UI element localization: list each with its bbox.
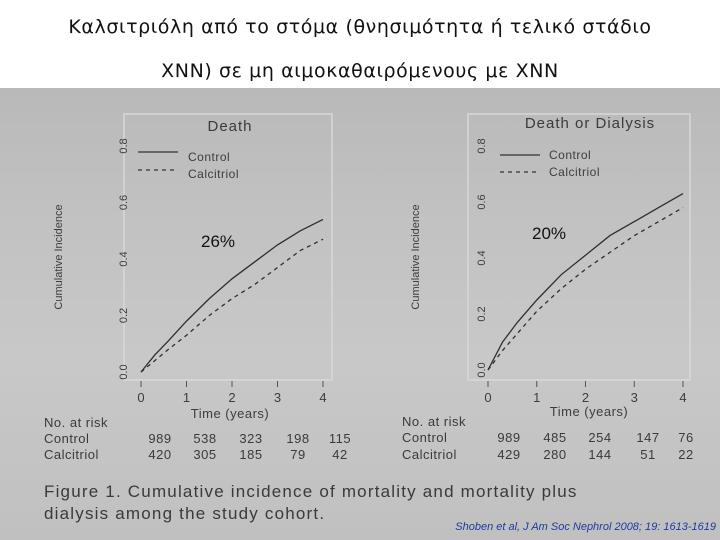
- at-risk-value: 323: [239, 431, 262, 446]
- at-risk-row-label: Calcitriol: [44, 447, 99, 462]
- x-axis-label: Time (years): [550, 404, 628, 419]
- y-tick-label: 0.4: [476, 250, 488, 265]
- plot-frame: [467, 113, 691, 381]
- at-risk-value: 79: [290, 447, 305, 462]
- panel-death-or-dialysis: Death or Dialysis Cumulative Incidence T…: [402, 115, 655, 462]
- at-risk-value: 42: [332, 447, 347, 462]
- x-tick-label: 0: [484, 390, 491, 405]
- x-tick-label: 1: [183, 390, 190, 405]
- x-tick-label: 2: [582, 390, 589, 405]
- at-risk-value: 420: [148, 447, 171, 462]
- at-risk-value: 280: [543, 447, 566, 462]
- at-risk-value: 185: [239, 447, 262, 462]
- series-line-control: [140, 218, 324, 373]
- at-risk-value: 22: [678, 447, 693, 462]
- figure-caption-line2: dialysis among the study cohort.: [44, 504, 325, 523]
- panel-death: Death Cumulative Incidence Time (years) …: [44, 118, 269, 462]
- slide-title-line2: ΧΝΝ) σε μη αιμοκαθαιρόμενους με ΧΝΝ: [161, 60, 559, 82]
- x-tick-label: 3: [274, 390, 281, 405]
- at-risk-value: 989: [148, 431, 171, 446]
- at-risk-value: 254: [588, 430, 611, 445]
- legend-label-calcitriol: Calcitriol: [188, 167, 239, 181]
- y-tick-label: 0.2: [476, 306, 488, 321]
- legend-label-calcitriol: Calcitriol: [549, 165, 600, 179]
- series-line-control: [487, 193, 684, 371]
- y-axis-label: Cumulative Incidence: [410, 204, 422, 309]
- y-tick-label: 0.8: [118, 138, 130, 153]
- y-axis-label: Cumulative Incidence: [53, 204, 65, 309]
- at-risk-value: 989: [497, 430, 520, 445]
- y-tick-label: 0.2: [118, 308, 130, 323]
- y-tick-label: 0.8: [476, 138, 488, 153]
- y-tick-label: 0.6: [476, 194, 488, 209]
- at-risk-value: 144: [588, 447, 611, 462]
- x-tick-label: 3: [631, 390, 638, 405]
- legend-label-control: Control: [188, 150, 230, 164]
- x-axis-label: Time (years): [191, 406, 269, 421]
- at-risk-row-label: Calcitriol: [402, 447, 457, 462]
- plot-frame: [123, 113, 333, 381]
- chart-plot-area: 0.0 0.2 0.4 0.6 0.8 0 1 2 3 4 989 538 323 198 115 420 30…: [118, 113, 351, 462]
- at-risk-value: 305: [193, 447, 216, 462]
- chart-title: Death: [207, 118, 252, 135]
- at-risk-row-label: Control: [402, 430, 447, 445]
- at-risk-value: 485: [543, 430, 566, 445]
- at-risk-header: No. at risk: [402, 414, 466, 429]
- citation: Shoben et al, J Am Soc Nephrol 2008; 19:…: [455, 521, 716, 533]
- legend-label-control: Control: [549, 148, 591, 162]
- slide-title-line1: Καλσιτριόλη από το στόμα (θνησιμότητα ή …: [68, 16, 652, 38]
- y-tick-label: 0.0: [476, 362, 488, 377]
- at-risk-value: 115: [329, 431, 351, 446]
- at-risk-value: 51: [640, 447, 655, 462]
- y-tick-label: 0.0: [118, 364, 130, 379]
- y-tick-label: 0.6: [118, 195, 130, 210]
- x-tick-label: 0: [137, 390, 144, 405]
- chart-plot-area: 0.0 0.2 0.4 0.6 0.8 0 1 2 3 4 989 485 254 147 76 429 280…: [467, 113, 693, 462]
- x-tick-label: 2: [228, 390, 235, 405]
- at-risk-value: 76: [678, 430, 693, 445]
- y-tick-label: 0.4: [118, 251, 130, 266]
- x-tick-label: 1: [533, 390, 540, 405]
- effect-annotation: 26%: [201, 232, 235, 251]
- at-risk-row-label: Control: [44, 431, 89, 446]
- series-line-calcitriol: [487, 207, 684, 371]
- at-risk-header: No. at risk: [44, 415, 108, 430]
- effect-annotation: 20%: [532, 224, 566, 243]
- at-risk-value: 198: [286, 431, 309, 446]
- at-risk-value: 147: [636, 430, 659, 445]
- x-tick-label: 4: [679, 390, 686, 405]
- x-tick-label: 4: [319, 390, 326, 405]
- chart-title: Death or Dialysis: [525, 115, 655, 132]
- at-risk-value: 538: [193, 431, 216, 446]
- series-line-calcitriol: [140, 238, 324, 373]
- at-risk-value: 429: [497, 447, 520, 462]
- figure-caption-line1: Figure 1. Cumulative incidence of mortal…: [44, 482, 578, 501]
- scanned-figure-background: [0, 88, 720, 540]
